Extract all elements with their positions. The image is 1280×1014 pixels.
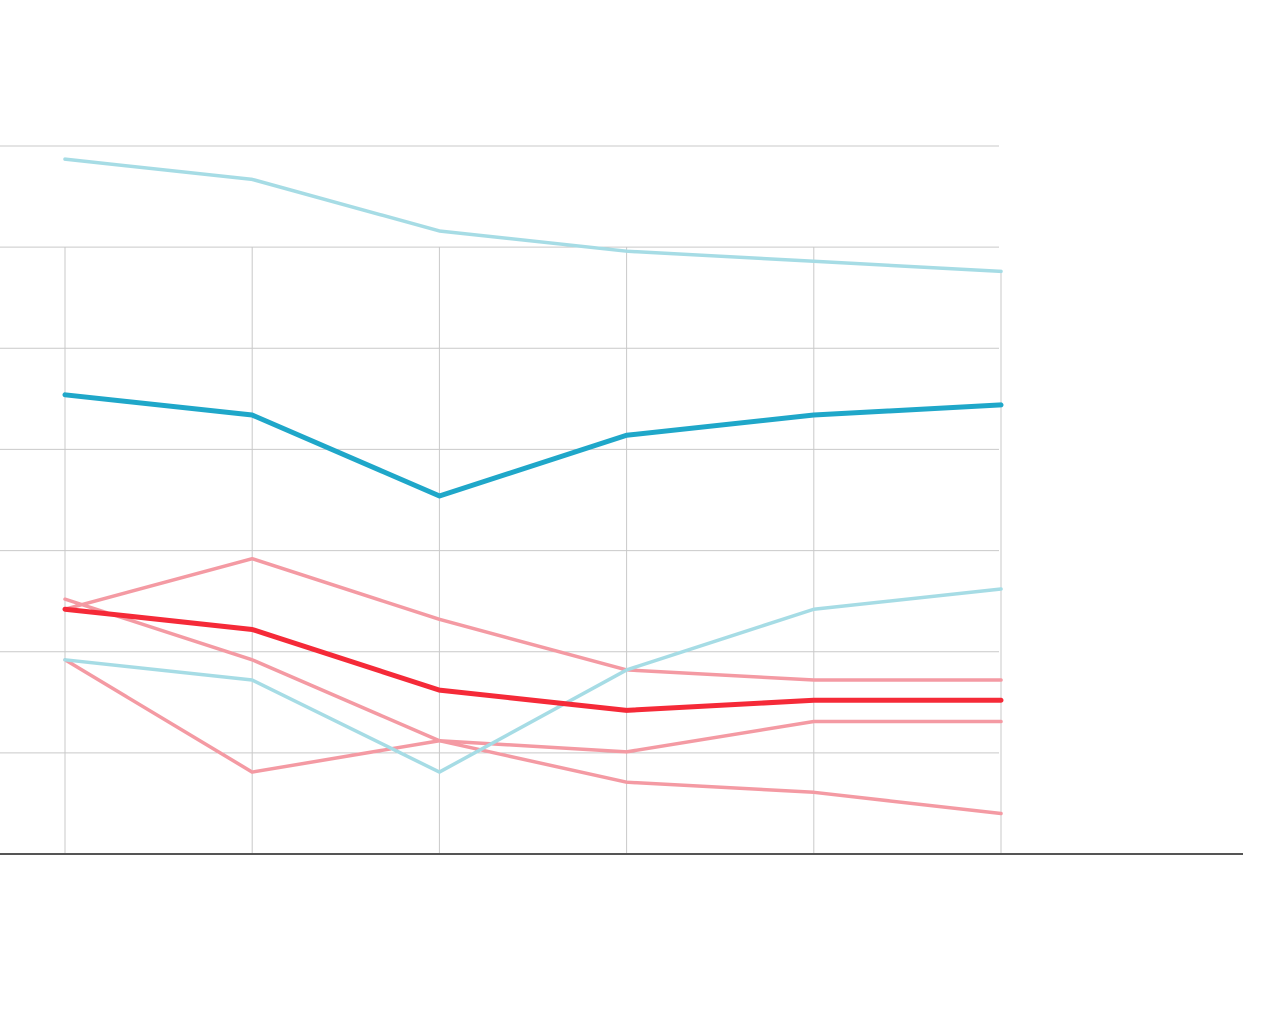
horizontal-gridlines: [0, 145, 999, 754]
series-lines: [62, 157, 1004, 816]
series-line-7: [62, 606, 1004, 713]
series-line-4: [63, 597, 1003, 816]
series-line-6: [63, 587, 1003, 774]
series-line-3: [63, 556, 1003, 682]
series-line-1: [63, 157, 1003, 274]
series-line-5: [63, 658, 1003, 774]
vertical-gridlines: [64, 247, 1002, 854]
series-line-2: [62, 392, 1004, 499]
